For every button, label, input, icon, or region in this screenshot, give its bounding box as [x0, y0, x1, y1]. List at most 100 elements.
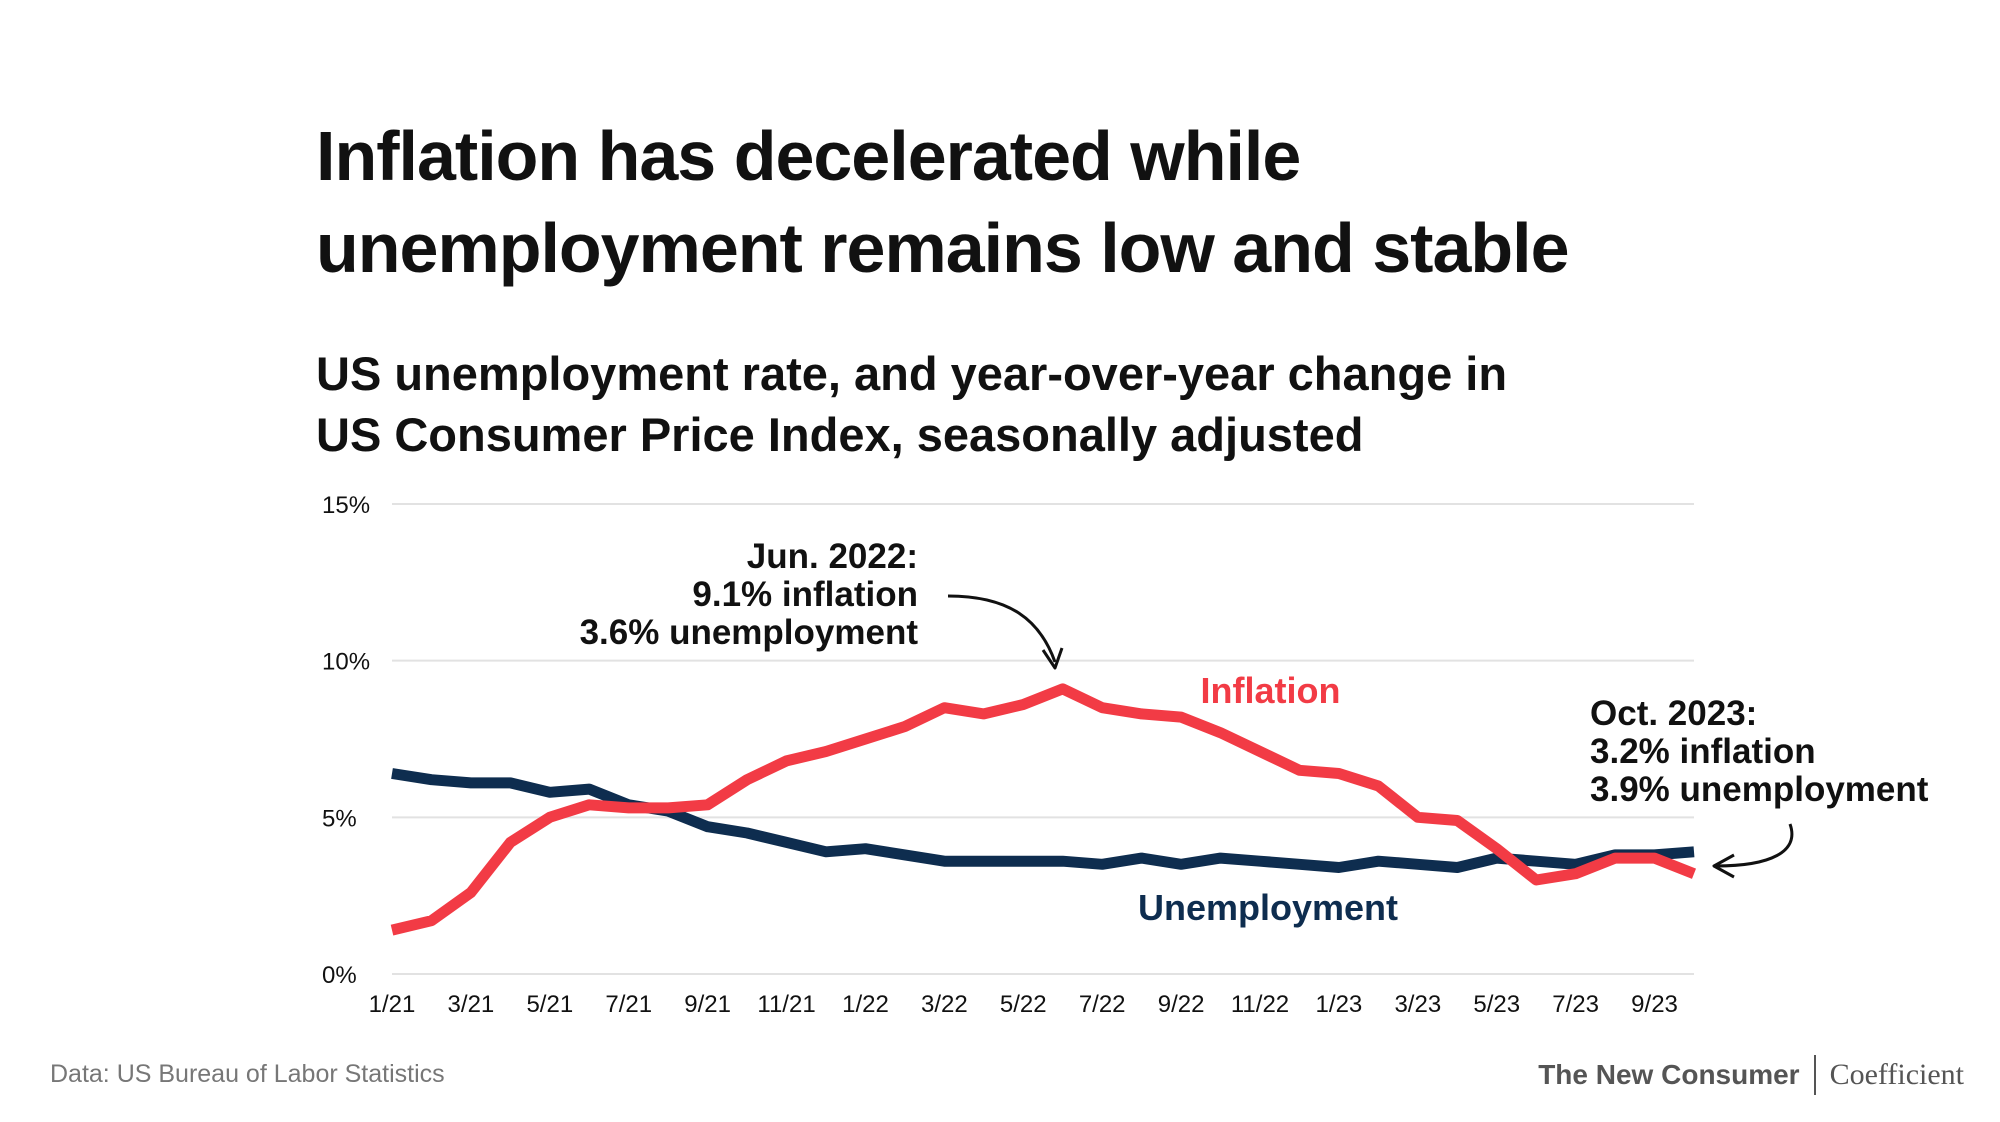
unemployment-point — [1416, 862, 1420, 866]
inflation-point — [469, 891, 473, 895]
unemployment-point — [824, 850, 828, 854]
unemployment-point — [982, 859, 986, 863]
unemployment-point — [429, 778, 433, 782]
inflation-series-label: Inflation — [1201, 670, 1341, 711]
unemployment-point — [1140, 856, 1144, 860]
unemployment-point — [1534, 859, 1538, 863]
data-source-note: Data: US Bureau of Labor Statistics — [50, 1060, 445, 1088]
brand-logos: The New Consumer Coefficient — [1538, 1055, 1964, 1095]
annotation-oct-2023-line: Oct. 2023: — [1590, 694, 1757, 733]
inflation-point — [1337, 771, 1341, 775]
unemployment-point — [1258, 859, 1262, 863]
x-tick-label: 7/22 — [1079, 991, 1126, 1018]
x-tick-label: 7/23 — [1552, 991, 1599, 1018]
x-tick-label: 9/23 — [1631, 991, 1678, 1018]
inflation-point — [903, 724, 907, 728]
annotation-oct-2023-arrow — [1715, 823, 1794, 868]
unemployment-point — [1297, 862, 1301, 866]
x-tick-label: 11/22 — [1231, 991, 1289, 1018]
unemployment-point — [548, 790, 552, 794]
unemployment-point — [469, 781, 473, 785]
series-labels: Inflation Unemployment — [1138, 670, 1398, 928]
annotation-jun-2022-arrow — [947, 594, 1057, 663]
inflation-point — [824, 750, 828, 754]
annotation-jun-2022-line: 9.1% inflation — [692, 575, 918, 614]
gridlines — [392, 503, 1694, 975]
annotation-jun-2022-line: 3.6% unemployment — [580, 613, 919, 652]
y-tick-label: 5% — [322, 805, 357, 832]
unemployment-point — [863, 847, 867, 851]
unemployment-point — [1100, 862, 1104, 866]
inflation-point — [429, 919, 433, 923]
inflation-point — [1219, 731, 1223, 735]
unemployment-point — [1219, 856, 1223, 860]
inflation-point — [1455, 818, 1459, 822]
x-tick-label: 1/21 — [369, 991, 416, 1018]
x-axis-ticks: 1/21 3/21 5/21 7/21 9/21 11/21 1/22 3/22 5/22 7/2… — [369, 991, 1678, 1018]
inflation-point — [785, 759, 789, 763]
unemployment-point — [1061, 859, 1065, 863]
inflation-series-line — [390, 683, 1697, 936]
inflation-point — [1613, 856, 1617, 860]
brand-new-consumer: The New Consumer — [1538, 1059, 1800, 1090]
inflation-point — [1297, 768, 1301, 772]
unemployment-point — [1179, 862, 1183, 866]
y-tick-label: 0% — [322, 962, 357, 989]
inflation-point — [666, 806, 670, 810]
x-tick-label: 3/21 — [448, 991, 495, 1018]
unemployment-point — [508, 781, 512, 785]
inflation-point — [587, 803, 591, 807]
inflation-point — [1534, 878, 1538, 882]
annotation-oct-2023-line: 3.2% inflation — [1590, 732, 1816, 771]
inflation-point — [745, 778, 749, 782]
y-tick-label: 15% — [322, 492, 370, 519]
inflation-point — [1021, 703, 1025, 707]
unemployment-point — [1376, 859, 1380, 863]
inflation-point — [627, 806, 631, 810]
unemployment-point — [1574, 862, 1578, 866]
inflation-point — [706, 803, 710, 807]
chart-title: Inflation has decelerated while unemploy… — [316, 110, 1916, 294]
inflation-point — [1416, 815, 1420, 819]
unemployment-point — [587, 787, 591, 791]
x-tick-label: 7/21 — [605, 991, 652, 1018]
arrowhead-icon — [1041, 647, 1064, 670]
inflation-point — [548, 815, 552, 819]
chart-title-line-2: unemployment remains low and stable — [316, 209, 1570, 287]
inflation-point — [863, 737, 867, 741]
x-tick-label: 11/21 — [757, 991, 815, 1018]
unemployment-point — [1337, 865, 1341, 869]
annotation-jun-2022-line: Jun. 2022: — [747, 537, 918, 576]
unemployment-point — [942, 859, 946, 863]
x-tick-label: 1/22 — [842, 991, 889, 1018]
unemployment-series-line — [391, 768, 1695, 873]
inflation-point — [1061, 687, 1065, 691]
unemployment-point — [785, 840, 789, 844]
x-tick-label: 3/22 — [921, 991, 968, 1018]
inflation-point — [1179, 715, 1183, 719]
inflation-point — [1140, 712, 1144, 716]
brand-divider — [1813, 1055, 1816, 1095]
x-tick-label: 3/23 — [1394, 991, 1441, 1018]
y-tick-label: 10% — [322, 649, 370, 676]
x-tick-label: 9/22 — [1158, 991, 1205, 1018]
inflation-point — [1376, 784, 1380, 788]
inflation-point — [982, 712, 986, 716]
inflation-point — [1653, 856, 1657, 860]
unemployment-point — [745, 831, 749, 835]
brand-coefficient: Coefficient — [1829, 1058, 1964, 1091]
chart-subtitle-line-1: US unemployment rate, and year-over-year… — [316, 347, 1508, 400]
chart-subtitle: US unemployment rate, and year-over-year… — [316, 343, 1916, 465]
unemployment-point — [903, 853, 907, 857]
annotation-oct-2023-line: 3.9% unemployment — [1590, 770, 1929, 809]
unemployment-point — [1021, 859, 1025, 863]
inflation-point — [1495, 847, 1499, 851]
inflation-point — [1692, 872, 1696, 876]
unemployment-point — [1455, 865, 1459, 869]
unemployment-point — [706, 825, 710, 829]
series-lines — [390, 683, 1697, 936]
y-axis-ticks: 0% 5% 10% 15% — [322, 492, 370, 989]
unemployment-point — [1692, 850, 1696, 854]
